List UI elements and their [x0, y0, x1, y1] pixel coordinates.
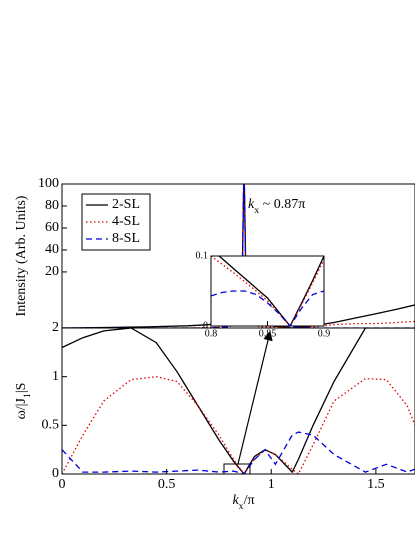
plot-lines	[211, 256, 324, 326]
label-part: ~ 0.87π	[259, 197, 305, 212]
series-line	[218, 256, 324, 326]
series-line	[62, 431, 415, 474]
series-line	[62, 328, 415, 474]
y-tick-label: 20	[45, 264, 59, 279]
legend-box	[81, 193, 151, 251]
zoom-arrow	[237, 330, 273, 465]
x-tick-label: 0.9	[318, 328, 331, 339]
y-axis-label: ω/|J1|S	[14, 383, 33, 420]
label-part: |S	[14, 383, 29, 394]
y-tick-label: 1	[52, 369, 59, 384]
label-part: /π	[244, 493, 255, 508]
y-tick-label: 0.1	[196, 250, 209, 261]
x-tick-label: 1	[268, 477, 275, 492]
y-tick-label: 60	[45, 220, 59, 235]
annotation: kx ~ 0.87π	[248, 197, 305, 216]
x-tick-label: 0	[59, 477, 66, 492]
label-part: ω/|J	[14, 398, 29, 420]
y-tick-label: 100	[38, 176, 59, 191]
label-sub: 1	[22, 393, 33, 398]
y-tick-label: 80	[45, 198, 59, 213]
inset-bg	[211, 256, 324, 326]
label-part: k	[232, 493, 239, 508]
y-tick-label: 2	[52, 320, 59, 335]
legend-label: 8-SL	[112, 231, 140, 246]
x-axis-label: kx/π	[232, 493, 254, 512]
y-tick-label: 0	[52, 466, 59, 481]
x-tick-label: 0.8	[205, 328, 218, 339]
axes-frame	[61, 327, 415, 475]
legend-label: 4-SL	[112, 214, 140, 229]
plot-lines	[62, 328, 415, 474]
label-sub: x	[239, 501, 244, 512]
y-tick-label: 0	[203, 320, 208, 331]
series-line	[62, 376, 415, 474]
label-sub: x	[254, 205, 259, 216]
y-tick-label: 0.5	[42, 418, 60, 433]
series-line	[211, 290, 324, 326]
x-tick-label: 0.85	[259, 328, 277, 339]
x-tick-label: 0.5	[158, 477, 176, 492]
series-line	[211, 256, 324, 326]
y-axis-label: Intensity (Arb. Units)	[14, 195, 29, 316]
y-tick-label: 40	[45, 242, 59, 257]
x-tick-label: 1.5	[367, 477, 385, 492]
legend-label: 2-SL	[112, 197, 140, 212]
label-part: k	[248, 197, 255, 212]
